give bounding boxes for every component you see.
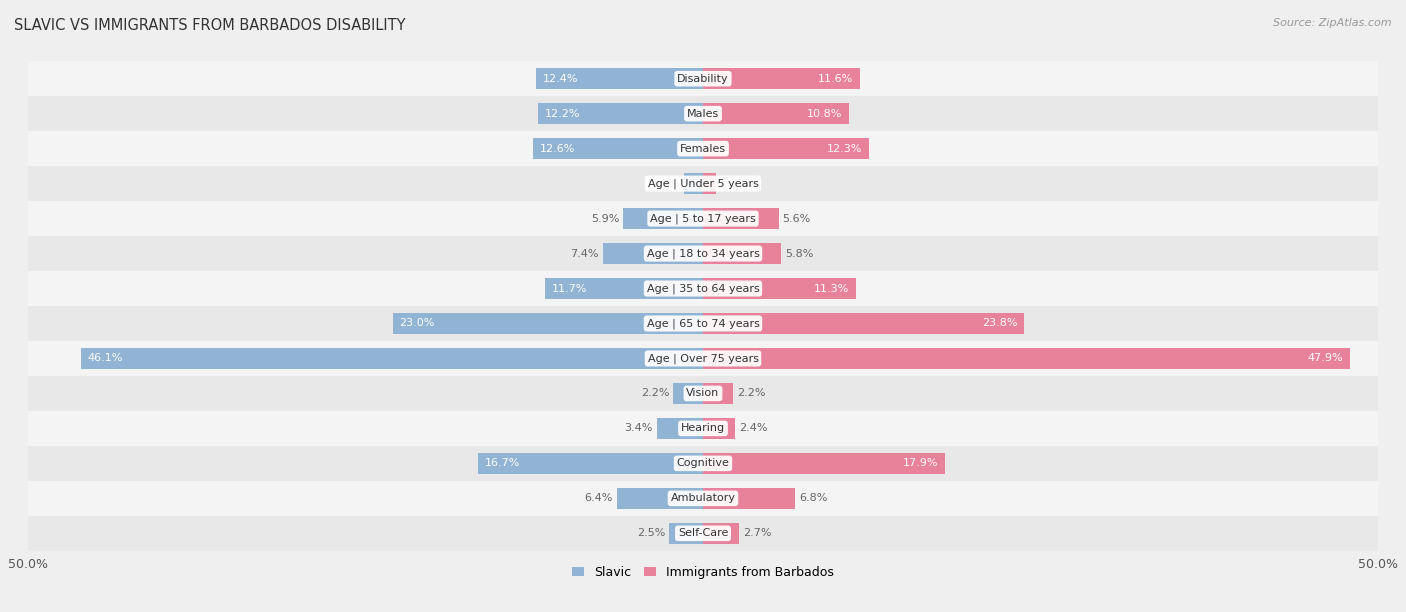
Text: 1.4%: 1.4% [651,179,681,188]
Text: 6.8%: 6.8% [799,493,827,503]
Text: 10.8%: 10.8% [807,109,842,119]
Bar [28,201,1378,236]
Bar [703,348,1350,369]
Bar [28,131,1378,166]
Text: 2.7%: 2.7% [744,528,772,539]
Bar [80,348,703,369]
Text: Age | 65 to 74 years: Age | 65 to 74 years [647,318,759,329]
Text: Self-Care: Self-Care [678,528,728,539]
Text: Hearing: Hearing [681,424,725,433]
Bar [546,278,703,299]
Text: 2.2%: 2.2% [641,389,669,398]
Bar [703,523,740,544]
Bar [685,173,703,194]
Text: 5.9%: 5.9% [591,214,619,223]
Text: Females: Females [681,144,725,154]
Bar [703,313,1024,334]
Text: 5.8%: 5.8% [786,248,814,258]
Bar [28,341,1378,376]
Bar [28,166,1378,201]
Text: 11.7%: 11.7% [551,283,588,294]
Bar [28,411,1378,446]
Text: 12.3%: 12.3% [827,144,862,154]
Bar [703,103,849,124]
Text: Age | 35 to 64 years: Age | 35 to 64 years [647,283,759,294]
Text: 16.7%: 16.7% [484,458,520,468]
Text: 3.4%: 3.4% [624,424,652,433]
Text: Source: ZipAtlas.com: Source: ZipAtlas.com [1274,18,1392,28]
Bar [703,488,794,509]
Bar [703,173,716,194]
Text: 0.97%: 0.97% [720,179,755,188]
Bar [603,243,703,264]
Bar [673,383,703,404]
Bar [28,271,1378,306]
Text: Age | 18 to 34 years: Age | 18 to 34 years [647,248,759,259]
Text: 12.2%: 12.2% [546,109,581,119]
Text: Age | Over 75 years: Age | Over 75 years [648,353,758,364]
Text: Ambulatory: Ambulatory [671,493,735,503]
Bar [28,61,1378,96]
Text: Age | 5 to 17 years: Age | 5 to 17 years [650,214,756,224]
Bar [28,446,1378,481]
Text: Age | Under 5 years: Age | Under 5 years [648,178,758,189]
Text: 23.0%: 23.0% [399,318,434,329]
Bar [392,313,703,334]
Text: 46.1%: 46.1% [87,354,122,364]
Bar [703,243,782,264]
Bar [703,278,855,299]
Bar [536,68,703,89]
Text: 11.3%: 11.3% [814,283,849,294]
Text: 17.9%: 17.9% [903,458,938,468]
Text: Vision: Vision [686,389,720,398]
Bar [669,523,703,544]
Bar [28,236,1378,271]
Bar [623,208,703,229]
Bar [617,488,703,509]
Bar [703,208,779,229]
Text: Disability: Disability [678,73,728,84]
Text: Cognitive: Cognitive [676,458,730,468]
Text: 11.6%: 11.6% [817,73,853,84]
Text: 12.6%: 12.6% [540,144,575,154]
Bar [478,453,703,474]
Bar [533,138,703,159]
Text: 23.8%: 23.8% [981,318,1018,329]
Bar [703,68,859,89]
Bar [28,516,1378,551]
Bar [28,481,1378,516]
Text: 47.9%: 47.9% [1308,354,1343,364]
Text: 2.5%: 2.5% [637,528,665,539]
Bar [28,376,1378,411]
Text: 5.6%: 5.6% [783,214,811,223]
Bar [28,96,1378,131]
Bar [703,138,869,159]
Text: 7.4%: 7.4% [571,248,599,258]
Bar [703,453,945,474]
Bar [538,103,703,124]
Text: 2.2%: 2.2% [737,389,765,398]
Bar [657,418,703,439]
Bar [28,306,1378,341]
Text: Males: Males [688,109,718,119]
Legend: Slavic, Immigrants from Barbados: Slavic, Immigrants from Barbados [567,561,839,584]
Text: 6.4%: 6.4% [583,493,613,503]
Text: 12.4%: 12.4% [543,73,578,84]
Bar [703,418,735,439]
Text: 2.4%: 2.4% [740,424,768,433]
Bar [703,383,733,404]
Text: SLAVIC VS IMMIGRANTS FROM BARBADOS DISABILITY: SLAVIC VS IMMIGRANTS FROM BARBADOS DISAB… [14,18,405,34]
